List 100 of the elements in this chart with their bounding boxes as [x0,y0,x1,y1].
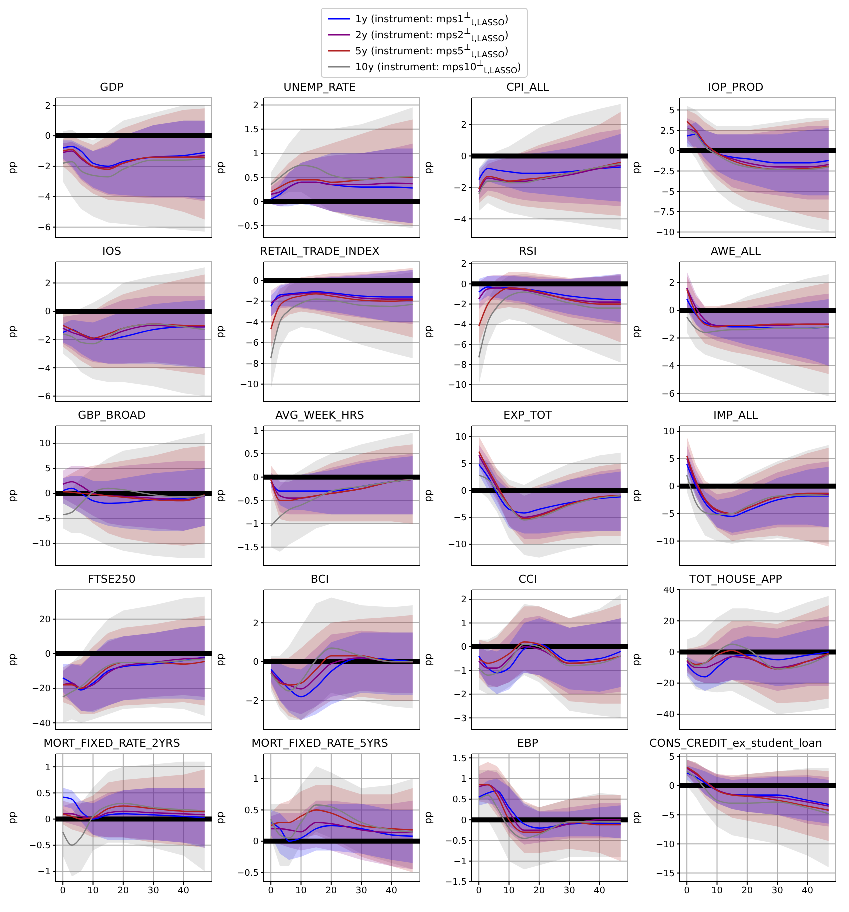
y-axis-title: pp [8,812,19,824]
y-tick-label: 0 [461,280,468,290]
y-tick-label: 2 [45,102,51,112]
y-tick-label: −0.5 [445,836,467,847]
y-tick-label: 2 [253,101,259,112]
y-tick-label: −1 [38,868,51,878]
line-series [686,316,830,334]
y-tick-label: −4 [38,193,52,204]
y-tick-label: 2 [253,619,259,630]
line-series [62,481,206,501]
y-tick-label: −4 [38,364,52,374]
x-tick-label: 20 [742,886,754,896]
legend-label: 1y (instrument: mps1$^{⊥}$$_{t,LASSO}$) [356,10,509,28]
line-series [62,810,206,819]
y-tick-label: −6 [662,390,676,400]
x-tick-label: 0 [268,886,274,896]
y-tick-label: −15 [656,869,675,880]
line-series [62,158,206,178]
y-tick-label: 0 [45,816,52,826]
y-tick-label: 1 [461,619,467,630]
line-series [270,291,414,308]
y-tick-label: −40 [32,719,52,730]
y-tick-label: 0 [253,838,260,848]
line-series [478,464,622,514]
y-tick-label: −0.5 [237,868,259,879]
line-series [270,292,414,304]
y-tick-label: 0 [669,147,676,158]
y-tick-label: −0.5 [237,496,259,507]
y-tick-label: 2 [669,278,675,289]
y-axis-title: pp [216,326,227,338]
y-tick-label: 1.5 [244,126,259,136]
y-axis-title: pp [632,326,643,338]
x-tick-label: 10 [88,886,100,896]
y-axis-title: pp [216,654,227,666]
line-series [270,164,414,186]
x-tick-label: 10 [296,886,308,896]
chart-title: AWE_ALL [710,244,762,259]
x-tick-label: 30 [148,886,160,896]
y-tick-label: 0 [45,650,52,660]
y-tick-label: −2 [38,336,51,346]
y-axis-title: pp [8,326,19,338]
y-tick-label: 0 [253,276,260,287]
chart-title: IOS [102,244,122,259]
y-tick-label: −6 [38,224,52,234]
y-tick-label: 0.5 [244,450,259,460]
x-tick-label: 20 [534,886,546,896]
y-tick-label: 1 [253,775,259,786]
y-tick-label: −10 [656,537,676,548]
y-axis-title: pp [216,162,227,174]
y-tick-label: 0 [461,816,468,826]
y-tick-label: 10 [456,432,468,443]
chart-title: GBP_BROAD [77,408,147,423]
y-tick-label: 0 [461,643,468,654]
chart-title: RETAIL_TRADE_INDEX [259,244,381,259]
line-series [478,166,622,180]
line-series [478,292,622,358]
y-tick-label: 0 [461,486,468,497]
line-series [270,177,414,193]
y-axis-title: pp [424,812,435,824]
y-tick-label: 20 [40,616,52,626]
y-tick-label: 5 [669,106,675,116]
chart-title: CONS_CREDIT_ex_student_loan [648,736,824,751]
line-series [686,650,830,670]
y-tick-label: −4 [454,320,468,331]
y-tick-label: −6 [38,392,52,403]
y-tick-label: 0.5 [36,789,51,800]
y-axis-title: pp [424,654,435,666]
y-tick-label: −3 [454,714,467,724]
chart-title: IMP_ALL [712,408,760,423]
line-series [270,822,414,842]
y-tick-label: 0.5 [244,806,259,816]
y-tick-label: 0 [253,658,260,668]
y-tick-label: −2 [454,184,467,194]
y-tick-label: −4 [454,215,468,226]
legend-label: 10y (instrument: mps10$^{⊥}$$_{t,LASSO}$) [356,58,522,76]
y-tick-label: −2 [246,298,259,308]
x-tick-label: 40 [386,886,398,896]
chart-title: TOT_HOUSE_APP [688,572,784,587]
y-tick-label: 1 [45,763,51,774]
y-tick-label: −20 [32,684,52,695]
y-tick-label: 5 [669,753,675,764]
line-series [270,479,414,527]
line-series [270,298,414,360]
y-tick-label: −1 [454,858,467,868]
y-axis-title: pp [8,490,19,502]
y-tick-label: −40 [656,710,676,721]
y-tick-label: 0 [45,308,52,318]
y-tick-label: −8 [454,360,468,371]
line-series [62,796,206,820]
chart-title: AVG_WEEK_HRS [274,408,366,423]
y-tick-label: −4 [662,362,676,372]
x-tick-label: 30 [356,886,368,896]
x-tick-label: 40 [594,886,606,896]
chart-title: FTSE250 [87,572,137,587]
x-tick-label: 0 [60,886,66,896]
line-series [686,474,830,516]
line-series [270,182,414,196]
y-tick-label: 20 [664,617,676,628]
line-series [62,658,206,698]
chart-title: CCI [518,572,538,587]
